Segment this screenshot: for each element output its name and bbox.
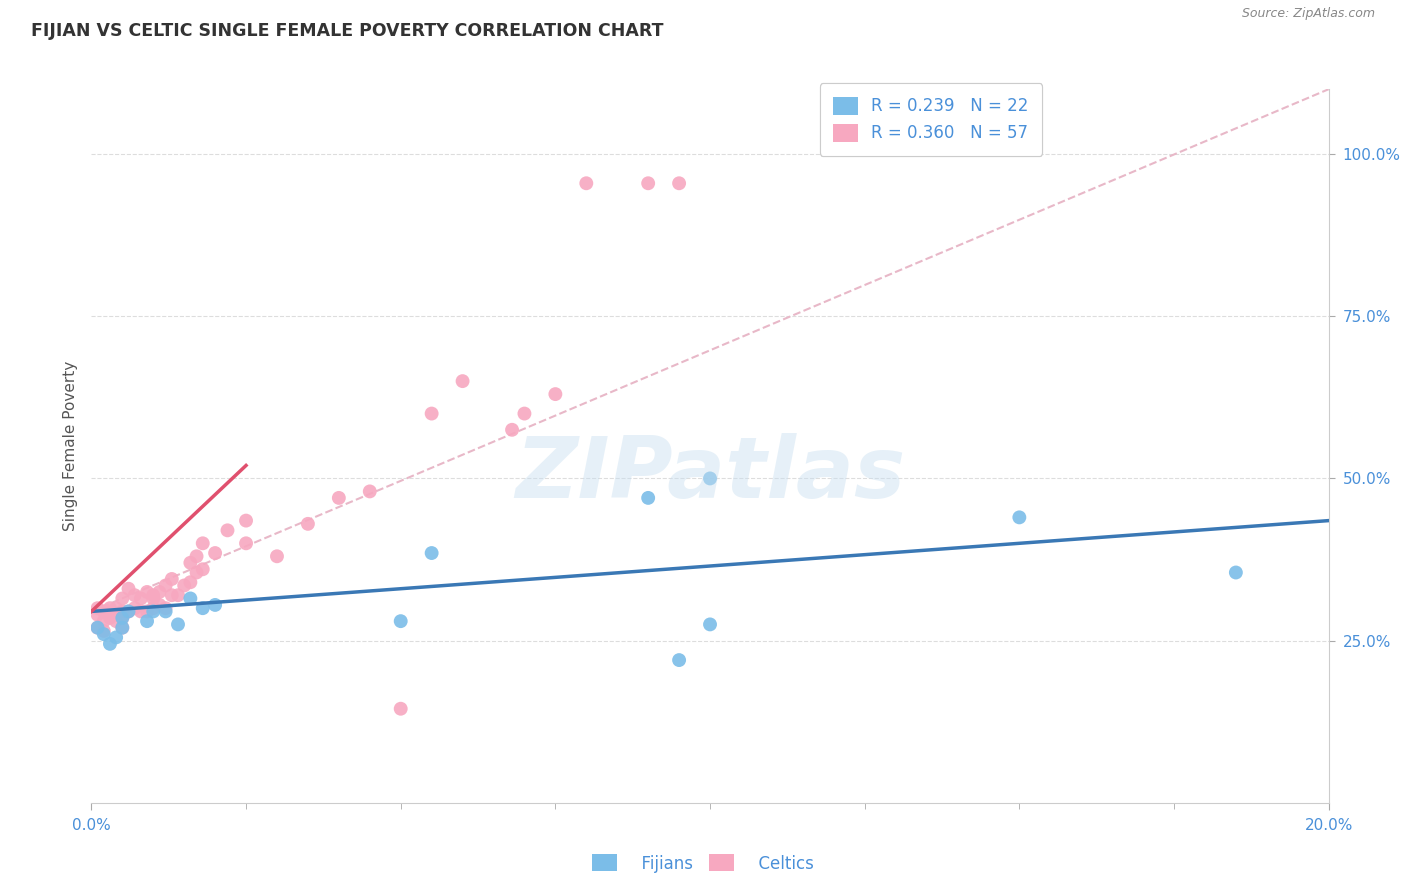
Point [155,604,177,618]
Point [105,614,128,628]
Point [420,407,443,421]
Point [204,546,226,560]
Point [501,423,523,437]
Point [86,607,108,622]
Point [142,604,165,618]
Point [167,588,190,602]
Point [179,556,201,570]
Point [93,614,115,628]
Point [142,588,165,602]
Legend: R = 0.239   N = 22, R = 0.360   N = 57: R = 0.239 N = 22, R = 0.360 N = 57 [820,83,1042,155]
Point [117,604,139,618]
Point [136,614,159,628]
Point [1225,566,1247,580]
Point [179,575,201,590]
Point [544,387,567,401]
Point [179,591,201,606]
Point [389,614,412,628]
Point [136,585,159,599]
Point [1008,510,1031,524]
Point [235,514,257,528]
Point [235,536,257,550]
Point [420,546,443,560]
Point [173,578,195,592]
Point [191,562,214,576]
Point [98,604,121,618]
Text: ZIPatlas: ZIPatlas [515,433,905,516]
Point [191,536,214,550]
Point [111,591,134,606]
Point [575,176,598,190]
Point [699,617,721,632]
Point [148,585,170,599]
Point [155,578,177,592]
Point [186,566,208,580]
Point [86,621,108,635]
Point [93,624,115,638]
Point [117,604,139,618]
Point [129,604,152,618]
Point [111,611,134,625]
Point [668,653,690,667]
Point [105,631,128,645]
Point [160,572,183,586]
Point [167,617,190,632]
Point [328,491,350,505]
Point [513,407,536,421]
Point [98,611,121,625]
Point [186,549,208,564]
Point [124,601,146,615]
Point [359,484,381,499]
Point [191,601,214,615]
Point [111,611,134,625]
Point [124,588,146,602]
Point [111,621,134,635]
Point [86,601,108,615]
Point [637,176,659,190]
Point [142,601,165,615]
Point [105,601,128,615]
Point [155,601,177,615]
Point [389,702,412,716]
Legend:   Fijians,   Celtics: Fijians, Celtics [586,847,820,880]
Y-axis label: Single Female Poverty: Single Female Poverty [62,361,77,531]
Point [160,588,183,602]
Point [297,516,319,531]
Point [86,621,108,635]
Point [117,582,139,596]
Point [217,524,239,538]
Text: FIJIAN VS CELTIC SINGLE FEMALE POVERTY CORRELATION CHART: FIJIAN VS CELTIC SINGLE FEMALE POVERTY C… [31,22,664,40]
Point [93,604,115,618]
Point [111,621,134,635]
Point [98,601,121,615]
Point [266,549,288,564]
Text: Source: ZipAtlas.com: Source: ZipAtlas.com [1241,7,1375,21]
Point [136,604,159,618]
Point [93,627,115,641]
Point [98,637,121,651]
Point [668,176,690,190]
Point [148,598,170,612]
Point [111,604,134,618]
Point [204,598,226,612]
Point [129,591,152,606]
Point [451,374,474,388]
Point [637,491,659,505]
Point [699,471,721,485]
Point [142,591,165,606]
